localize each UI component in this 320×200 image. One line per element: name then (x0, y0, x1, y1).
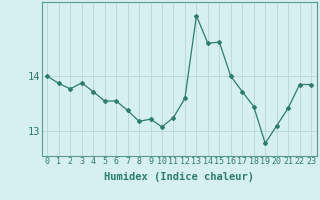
X-axis label: Humidex (Indice chaleur): Humidex (Indice chaleur) (104, 172, 254, 182)
